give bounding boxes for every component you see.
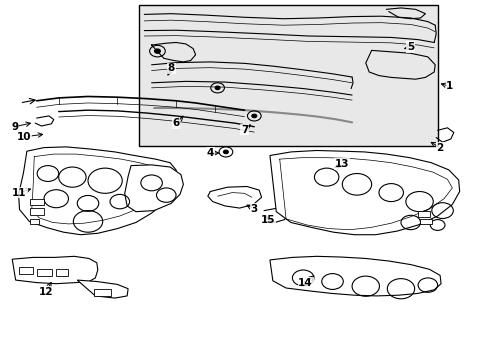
Circle shape [215, 86, 220, 90]
Polygon shape [269, 150, 459, 235]
Polygon shape [12, 256, 98, 284]
Circle shape [223, 150, 228, 154]
Text: 13: 13 [334, 159, 349, 169]
Bar [30, 219, 39, 224]
Text: 14: 14 [298, 278, 312, 288]
Text: 8: 8 [167, 63, 174, 73]
Bar [139, 5, 437, 146]
Text: 6: 6 [172, 118, 179, 128]
Bar [419, 219, 431, 224]
Circle shape [251, 114, 256, 118]
Bar [417, 211, 429, 217]
Bar [30, 199, 44, 205]
Text: 10: 10 [17, 132, 32, 142]
Bar [37, 269, 52, 276]
Text: 5: 5 [407, 42, 413, 52]
Polygon shape [269, 256, 440, 296]
Bar [19, 267, 33, 274]
Circle shape [154, 49, 160, 53]
Text: 1: 1 [446, 81, 452, 91]
Text: 2: 2 [436, 143, 443, 153]
Text: 7: 7 [240, 125, 248, 135]
Text: 3: 3 [250, 204, 257, 214]
Polygon shape [19, 147, 178, 235]
Bar [30, 208, 44, 215]
Text: 11: 11 [12, 188, 27, 198]
Polygon shape [77, 280, 128, 298]
Bar [56, 269, 68, 276]
Text: 4: 4 [206, 148, 214, 158]
Text: 15: 15 [260, 215, 275, 225]
Bar [94, 289, 111, 296]
Text: 9: 9 [11, 122, 18, 132]
Text: 12: 12 [39, 287, 54, 297]
Polygon shape [124, 165, 183, 212]
